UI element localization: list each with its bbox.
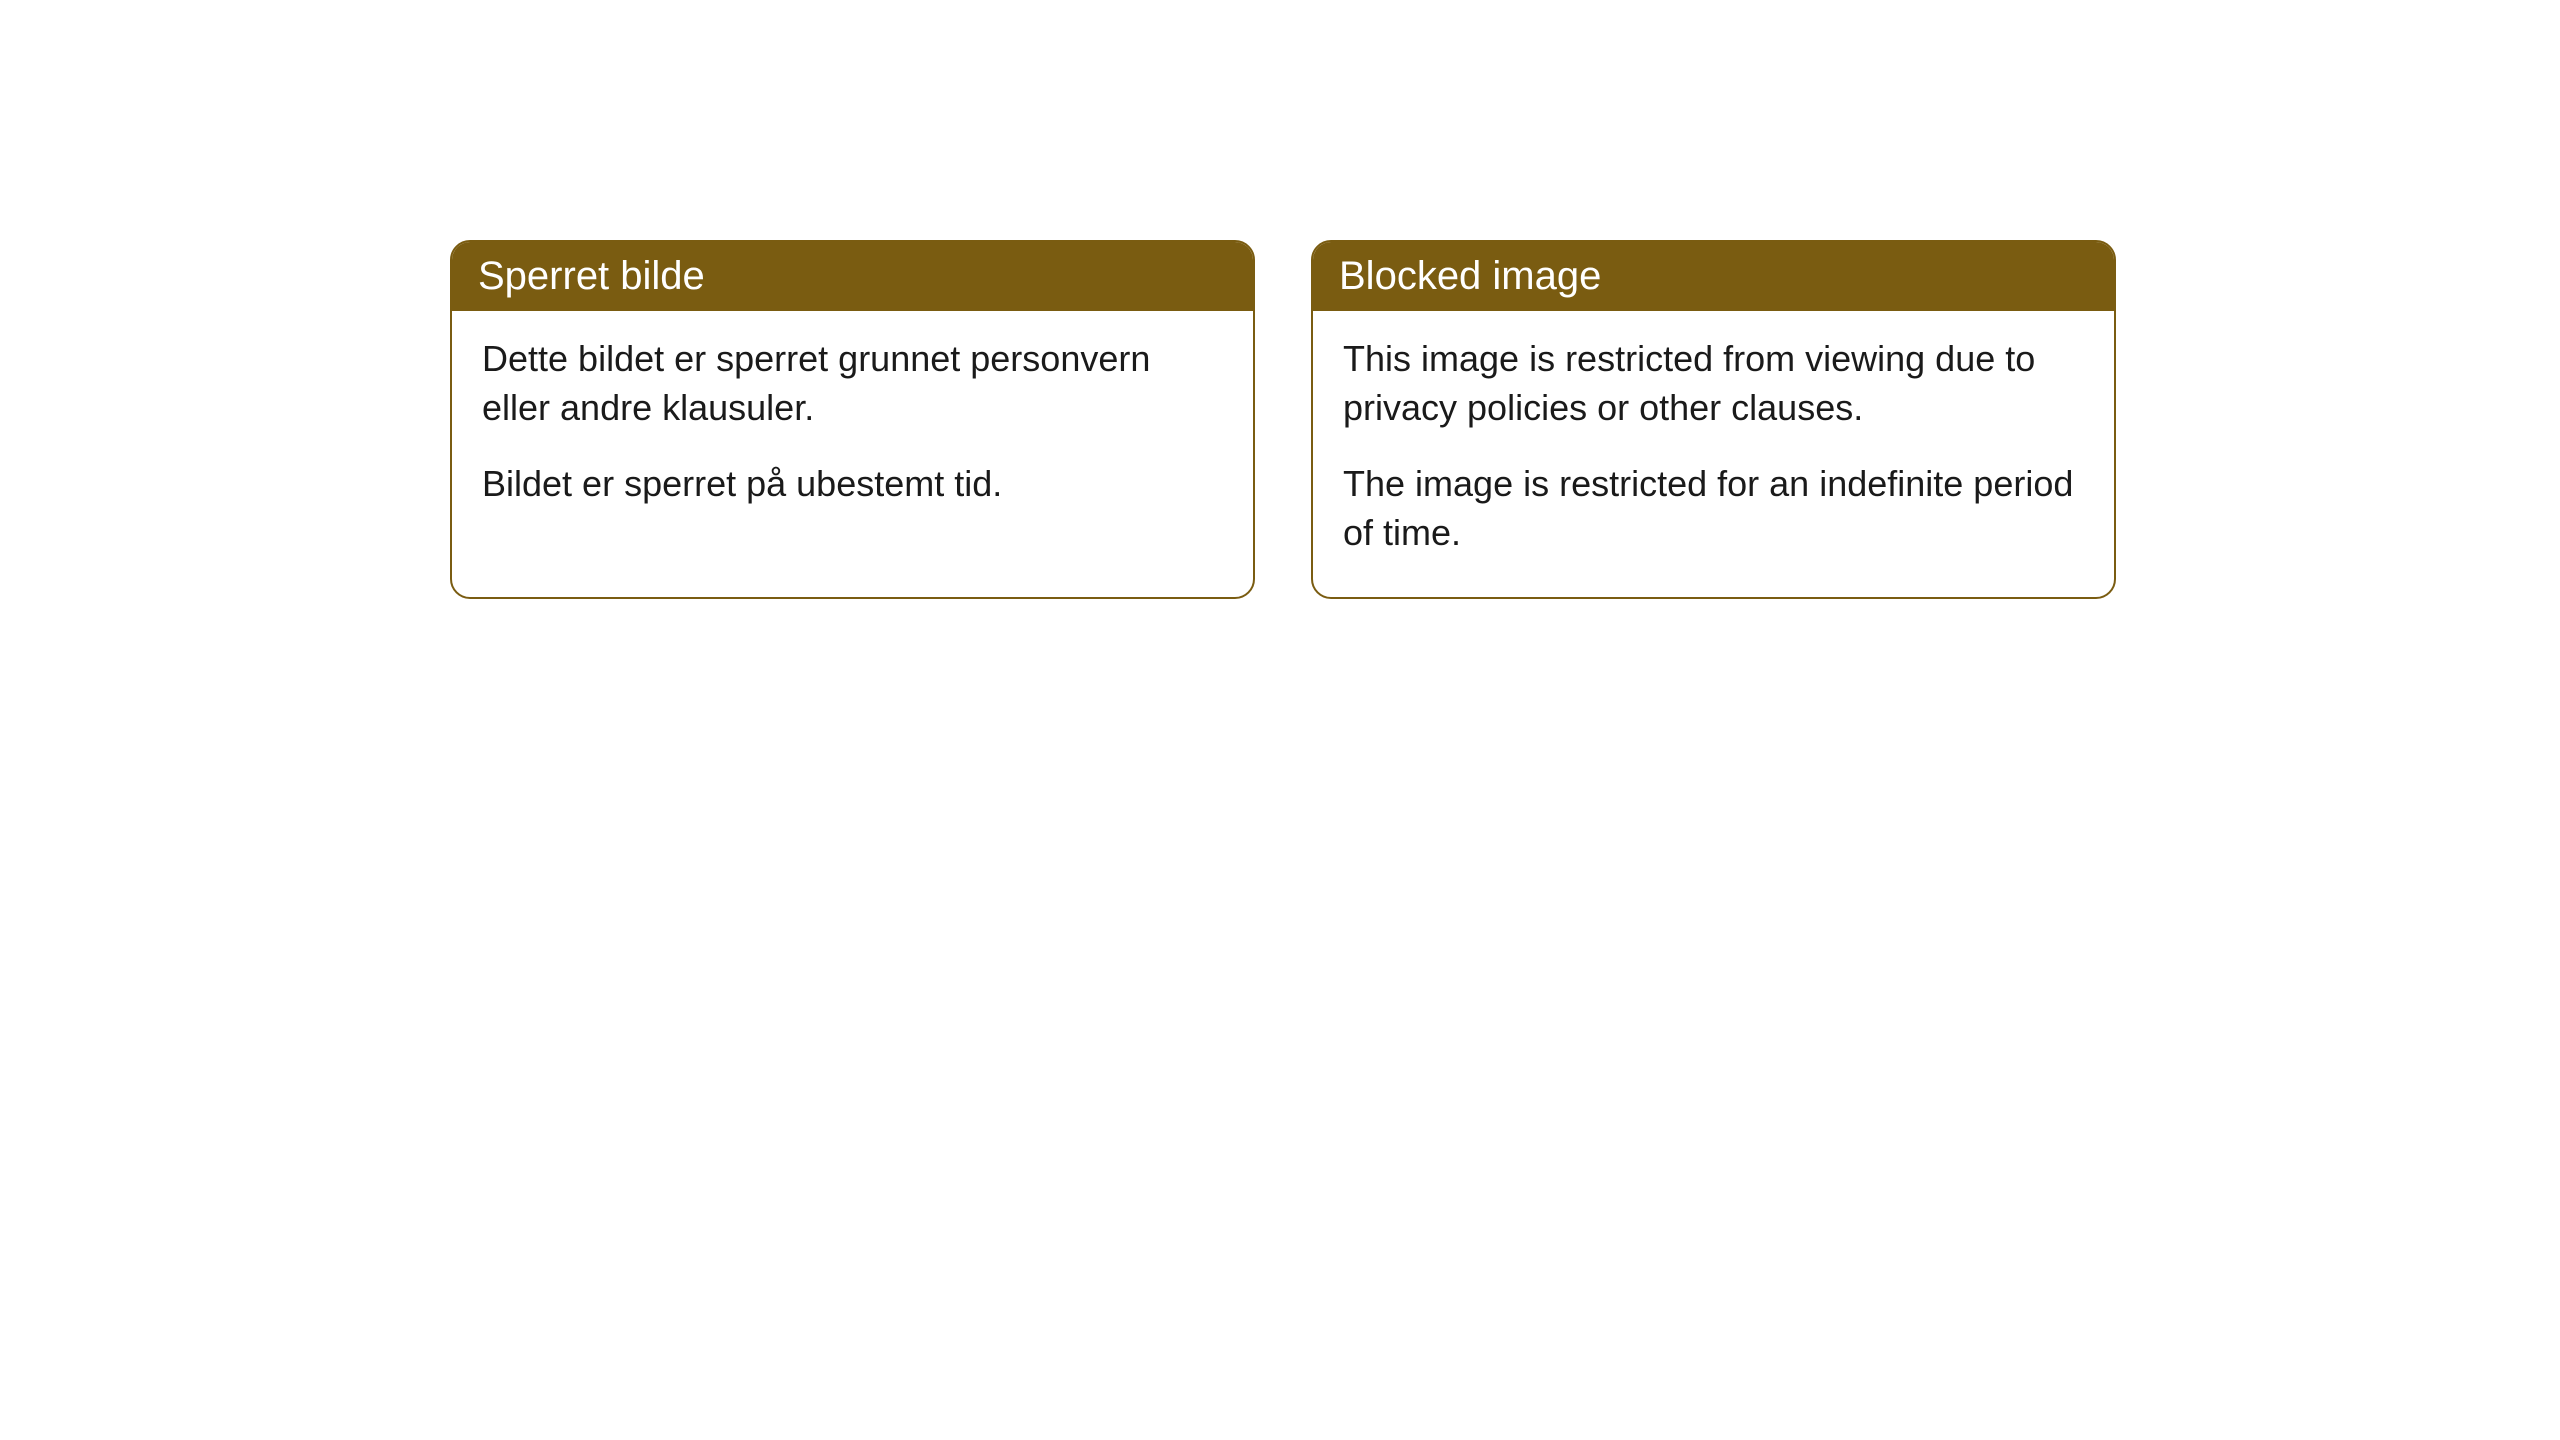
notice-paragraph-1-en: This image is restricted from viewing du… [1343, 335, 2084, 432]
notice-cards-container: Sperret bilde Dette bildet er sperret gr… [450, 240, 2116, 599]
card-body-english: This image is restricted from viewing du… [1313, 311, 2114, 597]
blocked-image-card-english: Blocked image This image is restricted f… [1311, 240, 2116, 599]
notice-paragraph-1-no: Dette bildet er sperret grunnet personve… [482, 335, 1223, 432]
notice-paragraph-2-no: Bildet er sperret på ubestemt tid. [482, 460, 1223, 509]
card-header-norwegian: Sperret bilde [452, 242, 1253, 311]
notice-paragraph-2-en: The image is restricted for an indefinit… [1343, 460, 2084, 557]
blocked-image-card-norwegian: Sperret bilde Dette bildet er sperret gr… [450, 240, 1255, 599]
card-body-norwegian: Dette bildet er sperret grunnet personve… [452, 311, 1253, 549]
card-header-english: Blocked image [1313, 242, 2114, 311]
